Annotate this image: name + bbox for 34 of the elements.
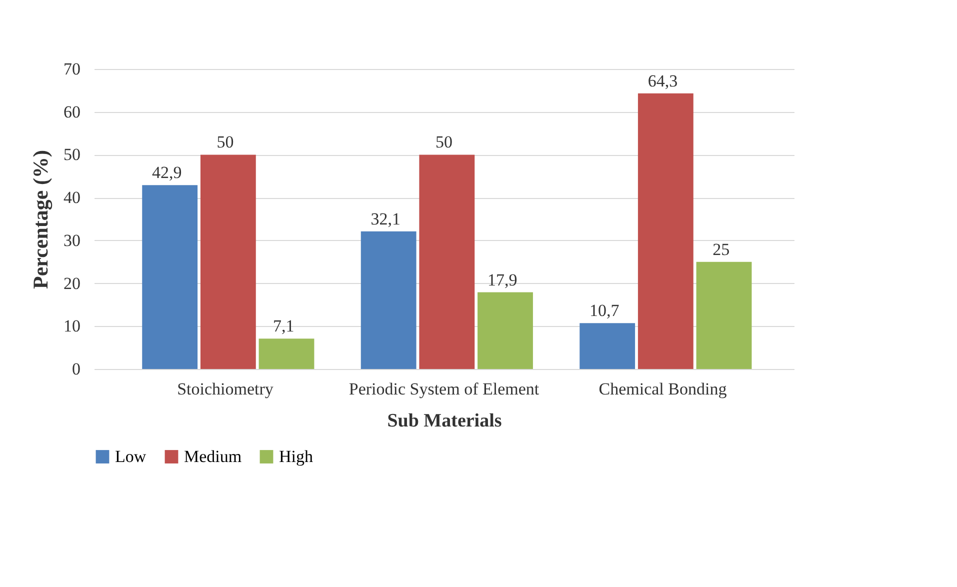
data-label: 42,9 [152,163,182,182]
x-tick-label: Stoichiometry [177,380,274,398]
y-tick-label: 50 [64,145,80,164]
y-tick-label: 70 [64,60,80,78]
bar [419,154,475,369]
x-tick-label: Periodic System of Element [348,380,540,398]
bar [638,93,694,369]
bar [142,185,198,369]
bar [258,338,314,369]
legend-label: Low [115,446,147,466]
y-tick-label: 20 [64,274,80,293]
data-label: 17,9 [487,270,518,290]
y-tick-label: 60 [64,102,80,122]
legend-label: Medium [184,446,242,466]
y-tick-label: 10 [64,316,80,336]
legend-label: High [279,446,314,466]
data-label: 50 [436,132,452,152]
x-tick-label: Chemical Bonding [598,380,728,398]
bar [696,262,752,369]
data-label: 50 [216,132,234,152]
x-axis-title: Sub Materials [387,410,502,432]
y-axis-title: Percentage (%) [28,150,52,289]
data-label: 7,1 [272,316,294,336]
bar [200,154,256,369]
y-tick-label: 30 [64,230,80,250]
y-tick-label: 40 [64,188,80,208]
bar [580,323,636,369]
data-label: 64,3 [648,71,678,90]
y-tick-label: 0 [72,360,80,378]
bar [478,292,533,369]
bar [360,231,416,369]
data-label: 10,7 [590,301,620,320]
data-label: 32,1 [370,209,401,228]
data-label: 25 [712,240,730,259]
